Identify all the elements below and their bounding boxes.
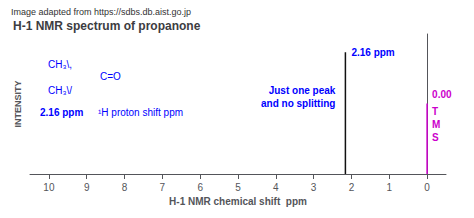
svg-text:9: 9 — [84, 182, 90, 193]
svg-text:H-1 NMR chemical shift ppm: H-1 NMR chemical shift ppm — [169, 196, 307, 207]
svg-text:3: 3 — [311, 182, 317, 193]
svg-text:2: 2 — [349, 182, 355, 193]
svg-text:0.00: 0.00 — [432, 89, 452, 100]
svg-text:8: 8 — [122, 182, 128, 193]
svg-text:T: T — [432, 106, 438, 117]
svg-text:1: 1 — [386, 182, 392, 193]
svg-text:and no splitting: and no splitting — [261, 98, 335, 109]
svg-text:Just one peak: Just one peak — [269, 85, 336, 96]
svg-text:2.16 ppm: 2.16 ppm — [351, 47, 394, 58]
svg-text:0: 0 — [424, 182, 430, 193]
svg-text:M: M — [432, 119, 440, 130]
svg-text:10: 10 — [43, 182, 55, 193]
svg-text:S: S — [432, 132, 439, 143]
svg-text:2.16 ppm: 2.16 ppm — [40, 107, 83, 118]
svg-text:H-1 NMR spectrum of propanone: H-1 NMR spectrum of propanone — [13, 19, 201, 33]
svg-text:6: 6 — [197, 182, 203, 193]
svg-text:C=O: C=O — [100, 71, 121, 82]
svg-text:INTENSITY: INTENSITY — [13, 80, 23, 127]
svg-text:Image adapted from https://sdb: Image adapted from https://sdbs.db.aist.… — [11, 7, 191, 17]
svg-text:4: 4 — [273, 182, 279, 193]
svg-text:¹H proton shift ppm: ¹H proton shift ppm — [98, 107, 183, 118]
svg-text:CH₃\,: CH₃\, — [48, 59, 72, 70]
svg-text:5: 5 — [235, 182, 241, 193]
svg-text:7: 7 — [160, 182, 166, 193]
svg-text:CH₃\/: CH₃\/ — [48, 85, 72, 96]
